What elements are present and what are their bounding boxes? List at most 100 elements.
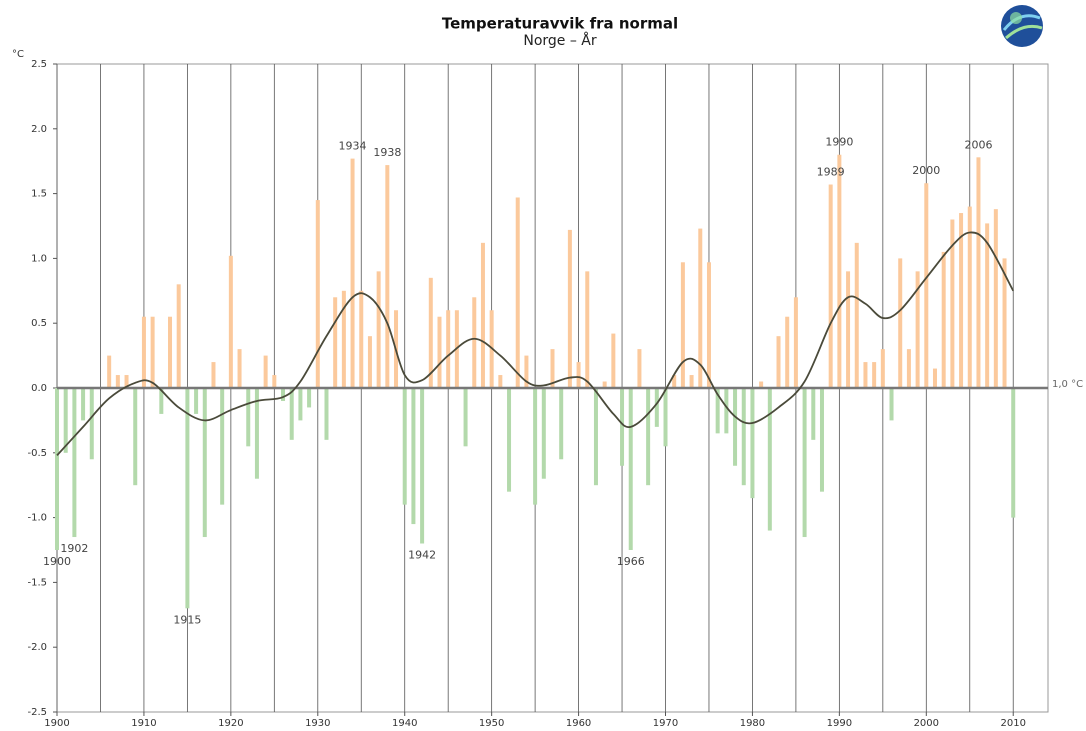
bar — [115, 375, 120, 388]
annotation: 1966 — [617, 555, 645, 568]
bar — [428, 277, 433, 388]
bar — [107, 355, 112, 388]
y-tick-label: 2.0 — [31, 124, 47, 135]
bar — [698, 228, 703, 388]
bar — [724, 388, 729, 434]
bar — [254, 388, 259, 479]
x-tick-label: 1960 — [566, 718, 591, 729]
y-tick-label: -2.5 — [27, 707, 47, 718]
annotation: 1902 — [60, 542, 88, 555]
y-tick-label: -1.5 — [27, 577, 47, 588]
bar — [367, 336, 372, 388]
bar — [898, 258, 903, 388]
bar — [793, 297, 798, 388]
annotation: 2006 — [964, 138, 992, 151]
bar — [141, 316, 146, 388]
annotation: 2000 — [912, 164, 940, 177]
bar — [159, 388, 164, 414]
bar — [498, 375, 503, 388]
y-tick-label: 0.0 — [31, 383, 47, 394]
bar — [811, 388, 816, 440]
bar — [689, 375, 694, 388]
bar — [289, 388, 294, 440]
bar — [168, 316, 173, 388]
bar — [480, 242, 485, 388]
bar — [176, 284, 181, 388]
bar — [533, 388, 538, 505]
bar — [307, 388, 312, 408]
bar — [846, 271, 851, 388]
bar — [880, 349, 885, 388]
bar — [932, 368, 937, 388]
x-tick-label: 2010 — [1001, 718, 1026, 729]
bar — [872, 362, 877, 388]
annotation: 1900 — [43, 555, 71, 568]
bar — [315, 200, 320, 388]
annotation: 1934 — [339, 140, 367, 153]
bar — [680, 262, 685, 388]
bar — [776, 336, 781, 388]
bar — [637, 349, 642, 388]
annotation: 1938 — [373, 146, 401, 159]
bar — [515, 197, 520, 388]
bar — [420, 388, 425, 544]
bar — [950, 219, 955, 388]
bar — [559, 388, 564, 460]
y-tick-label: 1.5 — [31, 189, 47, 200]
bar — [194, 388, 199, 414]
bar — [741, 388, 746, 486]
bar — [446, 310, 451, 388]
bar — [298, 388, 303, 421]
bar — [767, 388, 772, 531]
x-tick-label: 1970 — [653, 718, 678, 729]
bar — [472, 297, 477, 388]
bar — [733, 388, 738, 466]
bar — [993, 209, 998, 388]
bar — [437, 316, 442, 388]
bar — [463, 388, 468, 447]
bar — [63, 388, 68, 453]
bar — [593, 388, 598, 486]
bar — [967, 206, 972, 388]
bar — [620, 388, 625, 466]
y-tick-label: -0.5 — [27, 448, 47, 459]
bar — [524, 355, 529, 388]
bar — [906, 349, 911, 388]
bar — [863, 362, 868, 388]
bar — [628, 388, 633, 550]
bar — [263, 355, 268, 388]
chart-subtitle: Norge – År — [523, 32, 597, 49]
bar — [785, 316, 790, 388]
bar — [706, 262, 711, 388]
bar — [281, 388, 286, 401]
x-tick-label: 1900 — [44, 718, 69, 729]
bar — [915, 271, 920, 388]
bar — [359, 290, 364, 388]
bar — [750, 388, 755, 499]
bar — [385, 165, 390, 388]
bar — [959, 213, 964, 388]
bar — [341, 290, 346, 388]
bar — [228, 255, 233, 388]
bar — [828, 184, 833, 388]
bar — [985, 223, 990, 388]
bar — [759, 381, 764, 388]
bar — [246, 388, 251, 447]
bar — [819, 388, 824, 492]
bar — [81, 388, 86, 421]
x-tick-label: 1950 — [479, 718, 504, 729]
bar — [672, 375, 677, 388]
annotation: 1915 — [173, 613, 201, 626]
bar — [1011, 388, 1016, 518]
x-tick-label: 1990 — [827, 718, 852, 729]
logo-swoosh — [1005, 24, 1043, 40]
y-tick-label: 2.5 — [31, 59, 47, 70]
y-tick-label: -2.0 — [27, 642, 47, 653]
bar — [133, 388, 138, 486]
bar — [924, 183, 929, 388]
bar — [663, 388, 668, 447]
bar — [507, 388, 512, 492]
bar — [411, 388, 416, 525]
y-unit: °C — [12, 49, 24, 60]
bar — [854, 242, 859, 388]
